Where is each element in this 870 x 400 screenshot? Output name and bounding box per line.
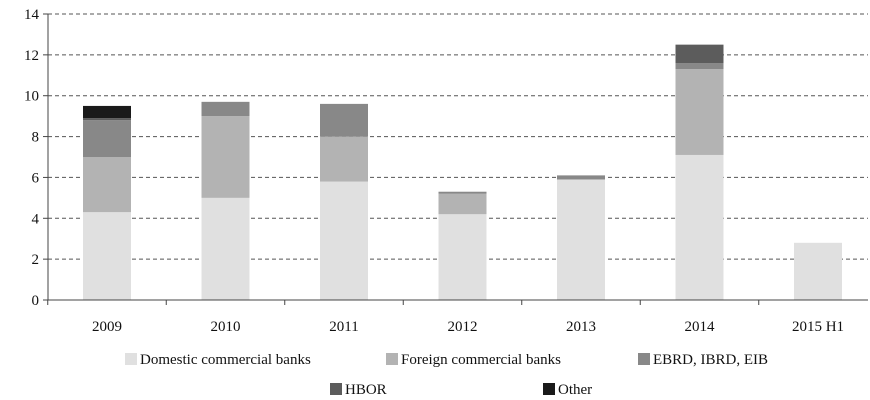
bar-segment bbox=[83, 118, 131, 121]
bar-segment bbox=[438, 193, 487, 215]
y-tick-label: 10 bbox=[24, 89, 39, 105]
bar-segment bbox=[201, 197, 250, 300]
bar-segment bbox=[675, 69, 724, 155]
bar-segment bbox=[557, 179, 605, 300]
legend-label: HBOR bbox=[345, 382, 387, 398]
legend-item: Foreign commercial banks bbox=[386, 352, 561, 368]
x-tick-label: 2009 bbox=[92, 319, 122, 335]
bar-segment bbox=[83, 157, 131, 213]
legend-swatch bbox=[330, 383, 342, 395]
y-axis-ticks: 0 2 4 6 8 10 12 14 bbox=[24, 7, 48, 309]
y-tick-label: 8 bbox=[32, 130, 40, 146]
legend-swatch bbox=[638, 353, 650, 365]
bar-segment bbox=[557, 175, 605, 180]
y-tick-label: 6 bbox=[32, 170, 40, 186]
y-tick-label: 12 bbox=[24, 48, 39, 64]
legend-swatch bbox=[386, 353, 398, 365]
x-tick-label: 2011 bbox=[329, 319, 358, 335]
bar-segment bbox=[675, 154, 724, 300]
legend-swatch bbox=[125, 353, 137, 365]
legend: Domestic commercial banks Foreign commerc… bbox=[125, 352, 768, 398]
bar-segment bbox=[201, 116, 250, 198]
bar-segment bbox=[320, 181, 368, 300]
bar-segment bbox=[83, 212, 131, 300]
x-tick-label: 2013 bbox=[566, 319, 596, 335]
legend-item: EBRD, IBRD, EIB bbox=[638, 352, 768, 368]
bars bbox=[83, 44, 842, 300]
x-tick-label: 2015 H1 bbox=[792, 319, 844, 335]
y-tick-label: 2 bbox=[32, 252, 40, 268]
y-tick-label: 4 bbox=[32, 211, 40, 227]
bar-segment bbox=[320, 103, 368, 137]
legend-label: Other bbox=[558, 382, 592, 398]
bar-segment bbox=[675, 63, 724, 70]
bar-segment bbox=[83, 105, 131, 119]
legend-label: Foreign commercial banks bbox=[401, 352, 561, 368]
legend-label: EBRD, IBRD, EIB bbox=[653, 352, 768, 368]
x-axis-ticks: 2009 2010 2011 2012 2013 2014 2015 H1 bbox=[47, 300, 844, 335]
bar-segment bbox=[438, 214, 487, 300]
y-tick-label: 0 bbox=[32, 293, 40, 309]
bar-segment bbox=[675, 44, 724, 64]
legend-item: Domestic commercial banks bbox=[125, 352, 311, 368]
bar-segment bbox=[83, 120, 131, 157]
legend-item: HBOR bbox=[330, 382, 387, 398]
bar-segment bbox=[794, 242, 842, 300]
legend-item: Other bbox=[543, 382, 592, 398]
y-tick-label: 14 bbox=[24, 7, 40, 23]
bar-segment bbox=[201, 101, 250, 117]
legend-label: Domestic commercial banks bbox=[140, 352, 311, 368]
x-tick-label: 2014 bbox=[685, 319, 716, 335]
legend-swatch bbox=[543, 383, 555, 395]
axes bbox=[47, 14, 868, 301]
bar-segment bbox=[320, 136, 368, 182]
bar-segment bbox=[438, 191, 487, 194]
x-tick-label: 2010 bbox=[211, 319, 241, 335]
x-tick-label: 2012 bbox=[448, 319, 478, 335]
